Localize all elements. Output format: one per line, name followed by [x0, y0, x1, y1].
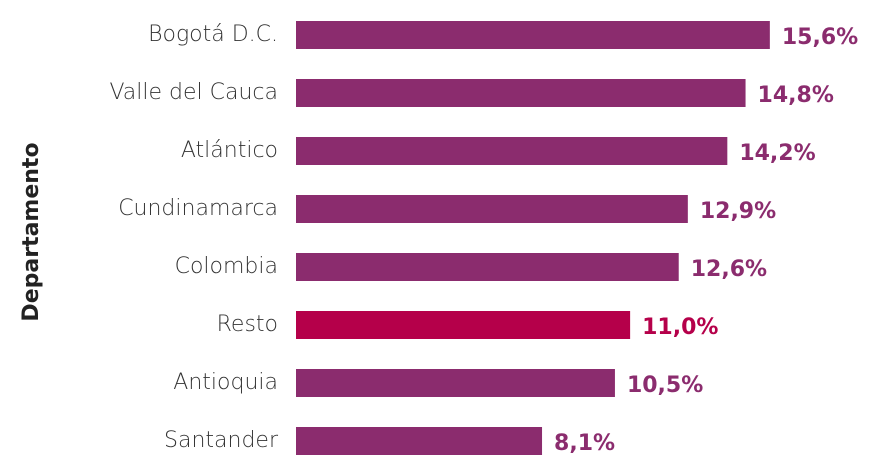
bar	[296, 21, 770, 49]
value-label: 12,6%	[691, 257, 767, 282]
y-axis-label: Departamento	[19, 142, 44, 321]
value-label: 15,6%	[782, 25, 858, 50]
value-label: 8,1%	[554, 431, 615, 456]
category-label: Resto	[217, 312, 278, 337]
category-label: Colombia	[175, 254, 278, 279]
category-label: Cundinamarca	[118, 196, 278, 221]
category-label: Antioquia	[173, 370, 278, 395]
bar	[296, 137, 728, 165]
bar	[296, 79, 746, 107]
bar	[296, 311, 631, 339]
category-label: Atlántico	[181, 138, 278, 163]
bar	[296, 369, 615, 397]
value-label: 10,5%	[627, 373, 703, 398]
category-label: Bogotá D.C.	[148, 22, 278, 47]
value-label: 11,0%	[642, 315, 718, 340]
value-label: 14,8%	[758, 83, 834, 108]
bar	[296, 427, 543, 455]
category-label: Valle del Cauca	[109, 80, 278, 105]
bar	[296, 253, 679, 281]
value-label: 14,2%	[739, 141, 815, 166]
category-label: Santander	[164, 428, 279, 453]
bar	[296, 195, 688, 223]
value-label: 12,9%	[700, 199, 776, 224]
